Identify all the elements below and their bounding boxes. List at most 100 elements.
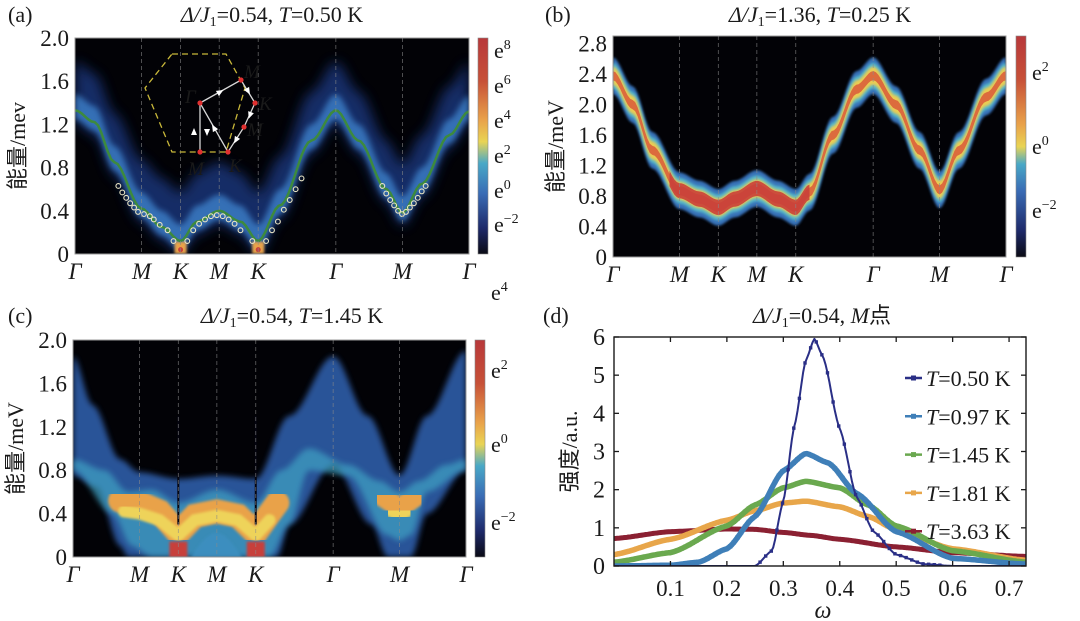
k-point-label: Γ xyxy=(458,562,473,587)
series-marker xyxy=(712,528,718,533)
series-marker xyxy=(772,502,778,508)
series-marker xyxy=(791,499,796,505)
series-marker xyxy=(960,549,965,554)
series-marker xyxy=(997,560,1002,565)
series-marker xyxy=(615,536,620,541)
series-marker xyxy=(641,563,647,566)
series-marker xyxy=(660,551,665,556)
plot-frame xyxy=(72,339,467,558)
series-marker xyxy=(810,453,815,458)
series-marker xyxy=(671,529,677,534)
series-marker xyxy=(1020,554,1025,559)
series-marker xyxy=(844,506,849,511)
series-marker xyxy=(808,346,813,350)
series-marker xyxy=(1001,556,1006,562)
data-point xyxy=(190,227,197,234)
inset-label: M xyxy=(187,159,205,180)
y-tick-label: 1.2 xyxy=(40,112,69,137)
k-point-label: Γ xyxy=(605,262,620,287)
series-marker xyxy=(769,528,774,534)
data-point xyxy=(119,189,126,196)
high-symmetry-point xyxy=(225,149,231,155)
series-marker xyxy=(709,529,714,535)
series-marker xyxy=(978,558,984,563)
k-point-label: Γ xyxy=(328,259,343,284)
series-marker xyxy=(776,473,781,479)
series-marker xyxy=(859,503,863,507)
series-marker xyxy=(724,526,729,532)
series-marker xyxy=(746,510,752,515)
series-marker xyxy=(739,529,744,535)
series-marker xyxy=(638,545,643,550)
series-marker xyxy=(829,536,834,541)
series-marker xyxy=(847,538,853,543)
series-marker xyxy=(634,546,639,552)
series-marker xyxy=(626,548,632,554)
series-marker xyxy=(638,555,643,561)
legend-swatch-marker xyxy=(911,528,916,534)
series-marker xyxy=(705,531,710,537)
series-marker xyxy=(821,459,826,464)
series-marker xyxy=(682,544,688,550)
series-marker xyxy=(836,485,841,490)
panel-label-a: (a) xyxy=(8,2,32,27)
series-marker xyxy=(945,554,950,559)
heatmap-intensity xyxy=(75,61,469,254)
high-symmetry-point xyxy=(197,149,203,155)
series-marker xyxy=(795,481,800,486)
series-marker xyxy=(742,509,748,514)
legend-swatch-marker xyxy=(911,375,916,381)
series-marker xyxy=(926,545,931,550)
series-marker xyxy=(855,491,860,497)
k-point-label: M xyxy=(131,259,153,284)
series-marker xyxy=(855,510,860,516)
data-point xyxy=(184,238,191,244)
series-marker xyxy=(1001,560,1006,565)
series-marker xyxy=(922,536,928,541)
path-direction-arrow xyxy=(243,86,250,95)
k-point-label: M xyxy=(129,562,151,587)
series-marker xyxy=(915,532,920,537)
series-marker xyxy=(1023,554,1026,559)
series-marker xyxy=(742,524,748,530)
data-point xyxy=(418,188,425,195)
series-marker xyxy=(915,538,920,544)
intensity-arc-yellow xyxy=(118,505,276,544)
series-marker xyxy=(915,546,920,552)
series-marker xyxy=(758,560,762,564)
series-marker xyxy=(903,545,909,550)
series-marker xyxy=(847,507,853,513)
series-marker xyxy=(615,551,620,557)
series-marker xyxy=(675,548,680,553)
series-marker xyxy=(641,532,647,538)
series-marker xyxy=(619,550,624,556)
data-point xyxy=(286,197,293,203)
series-marker xyxy=(825,483,830,488)
series-marker xyxy=(806,499,811,504)
series-marker xyxy=(694,538,699,543)
series-marker xyxy=(776,487,781,492)
series-marker xyxy=(840,537,845,542)
series-marker xyxy=(933,549,939,554)
series-marker xyxy=(731,519,737,524)
series-marker xyxy=(986,558,991,564)
series-marker xyxy=(746,506,752,511)
series-marker xyxy=(862,497,868,502)
series-marker xyxy=(892,523,898,528)
series-marker xyxy=(739,512,744,518)
series-marker xyxy=(817,481,823,487)
series-marker xyxy=(675,535,680,540)
y-tick-label: 0.8 xyxy=(40,156,69,181)
series-marker xyxy=(795,499,800,504)
series-marker xyxy=(750,508,755,514)
series-marker xyxy=(731,540,737,545)
series-marker xyxy=(720,548,725,553)
series-marker xyxy=(763,554,768,558)
path-direction-arrow xyxy=(215,90,224,97)
series-marker xyxy=(859,494,864,499)
series-marker xyxy=(802,532,808,538)
series-marker xyxy=(903,526,909,532)
series-marker xyxy=(667,529,673,534)
